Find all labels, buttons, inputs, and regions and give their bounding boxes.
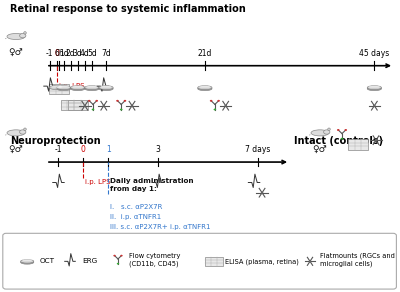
Circle shape <box>344 129 347 131</box>
Circle shape <box>88 100 90 102</box>
Ellipse shape <box>7 34 25 39</box>
Ellipse shape <box>99 86 113 90</box>
Text: -1: -1 <box>55 145 62 154</box>
Text: ♀♂: ♀♂ <box>9 145 23 153</box>
Text: 1: 1 <box>106 145 111 154</box>
Text: Intact (controls): Intact (controls) <box>294 136 383 146</box>
Text: OCT: OCT <box>39 258 54 264</box>
Text: Neuroprotection: Neuroprotection <box>10 136 101 146</box>
Text: I.   s.c. αP2X7R: I. s.c. αP2X7R <box>110 204 163 211</box>
Circle shape <box>341 138 343 140</box>
Ellipse shape <box>328 128 330 131</box>
Ellipse shape <box>7 130 25 136</box>
Circle shape <box>337 129 340 131</box>
Text: 3: 3 <box>156 145 161 154</box>
FancyBboxPatch shape <box>3 233 396 289</box>
Text: 1d: 1d <box>59 48 68 58</box>
Text: Flow cytometry
(CD11b, CD45): Flow cytometry (CD11b, CD45) <box>129 253 180 267</box>
Circle shape <box>373 105 376 107</box>
Text: ♀♂: ♀♂ <box>313 145 327 153</box>
Circle shape <box>210 100 212 102</box>
Circle shape <box>116 100 119 102</box>
Ellipse shape <box>21 260 34 263</box>
Ellipse shape <box>71 87 85 91</box>
FancyBboxPatch shape <box>348 139 368 150</box>
Ellipse shape <box>99 87 113 91</box>
Text: i.p. LPS: i.p. LPS <box>86 179 111 185</box>
Text: Flatmounts (RGCs and
microglial cells): Flatmounts (RGCs and microglial cells) <box>320 253 395 267</box>
Text: III. s.c. αP2X7R+ i.p. αTNFR1: III. s.c. αP2X7R+ i.p. αTNFR1 <box>110 224 211 230</box>
Circle shape <box>92 109 94 110</box>
Circle shape <box>84 105 86 107</box>
Text: 21d: 21d <box>198 48 212 58</box>
Ellipse shape <box>367 86 382 90</box>
Ellipse shape <box>50 87 64 91</box>
Ellipse shape <box>367 87 382 91</box>
Ellipse shape <box>198 86 212 90</box>
Circle shape <box>217 100 220 102</box>
Ellipse shape <box>21 260 34 264</box>
Text: -1: -1 <box>46 48 53 58</box>
Text: Retinal response to systemic inflammation: Retinal response to systemic inflammatio… <box>10 4 246 14</box>
Text: 45 days: 45 days <box>359 48 390 58</box>
Text: 5d: 5d <box>87 48 97 58</box>
Text: 4d: 4d <box>80 48 90 58</box>
Ellipse shape <box>71 86 85 90</box>
Ellipse shape <box>56 87 71 91</box>
Text: 2d: 2d <box>66 48 76 58</box>
Circle shape <box>124 100 126 102</box>
Ellipse shape <box>20 130 26 134</box>
Circle shape <box>102 105 105 107</box>
Text: 0: 0 <box>81 145 86 154</box>
Circle shape <box>120 109 122 110</box>
FancyBboxPatch shape <box>49 84 69 94</box>
Ellipse shape <box>311 130 329 136</box>
Text: ERG: ERG <box>82 258 97 264</box>
FancyBboxPatch shape <box>205 257 223 266</box>
FancyBboxPatch shape <box>68 100 88 110</box>
Ellipse shape <box>198 87 212 91</box>
Ellipse shape <box>85 86 99 90</box>
Text: ♀♂: ♀♂ <box>9 48 23 57</box>
Ellipse shape <box>50 86 64 90</box>
Circle shape <box>261 192 263 194</box>
Circle shape <box>224 105 227 107</box>
Ellipse shape <box>56 86 71 90</box>
Circle shape <box>120 255 123 256</box>
Circle shape <box>113 255 116 256</box>
Text: 7 days: 7 days <box>245 145 271 154</box>
Ellipse shape <box>324 130 330 134</box>
Text: ELISA (plasma, retina): ELISA (plasma, retina) <box>225 258 299 265</box>
Circle shape <box>375 139 377 141</box>
Circle shape <box>131 105 133 107</box>
Circle shape <box>214 109 216 110</box>
Ellipse shape <box>24 128 26 131</box>
Text: 6h: 6h <box>54 48 64 58</box>
Text: i.p. LPS: i.p. LPS <box>58 83 84 89</box>
Ellipse shape <box>24 32 26 34</box>
Circle shape <box>309 260 311 262</box>
Text: II.  i.p. αTNFR1: II. i.p. αTNFR1 <box>110 214 162 220</box>
Text: Daily administration
from day 1:: Daily administration from day 1: <box>110 178 194 192</box>
FancyBboxPatch shape <box>61 100 80 110</box>
Circle shape <box>117 263 119 265</box>
Ellipse shape <box>20 34 26 38</box>
Circle shape <box>96 100 98 102</box>
Text: 0: 0 <box>54 48 59 58</box>
Text: 7d: 7d <box>101 48 111 58</box>
Ellipse shape <box>85 87 99 91</box>
Text: 3d: 3d <box>73 48 83 58</box>
